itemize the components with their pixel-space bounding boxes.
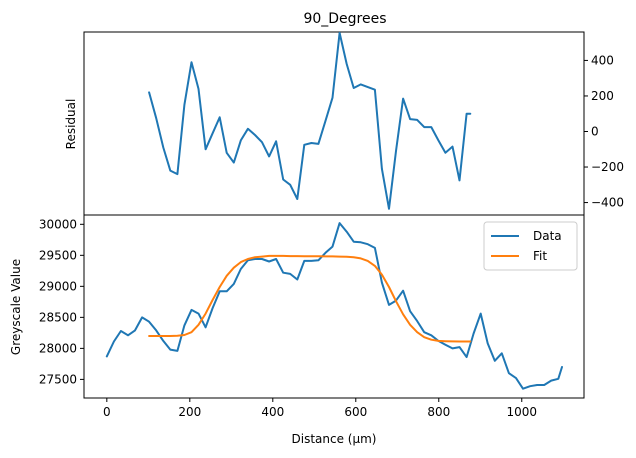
residual-y-tick-label: 400 <box>591 53 614 67</box>
residual-y-tick-label: −400 <box>591 196 624 210</box>
distance-x-tick-label: 1000 <box>506 405 537 419</box>
greyscale-y-tick-label: 27500 <box>39 372 77 386</box>
distance-x-tick-label: 0 <box>103 405 111 419</box>
greyscale-plot-frame <box>83 214 585 399</box>
distance-x-tick-label: 400 <box>261 405 284 419</box>
legend-fit-label: Fit <box>533 249 547 263</box>
residual-y-tick-label: 200 <box>591 89 614 103</box>
greyscale-y-tick-label: 30000 <box>39 217 77 231</box>
distance-x-ticks: 0 200 400 600 800 1000 <box>103 398 537 419</box>
legend-frame <box>483 221 578 271</box>
distance-x-tick-label: 600 <box>344 405 367 419</box>
fit-series-line <box>148 254 472 343</box>
greyscale-y-tick-label: 28000 <box>39 341 77 355</box>
distance-x-axis-label: Distance (μm) <box>292 432 377 446</box>
greyscale-y-tick-label: 29500 <box>39 248 77 262</box>
greyscale-panel: 27500 28000 28500 29000 29500 30000 0 200 400 60… <box>39 214 585 419</box>
greyscale-y-tick-label: 28500 <box>39 310 77 324</box>
distance-x-tick-label: 200 <box>178 405 201 419</box>
data-series-line <box>105 222 563 390</box>
legend-data-label: Data <box>533 229 562 243</box>
chart-title: 90_Degrees <box>303 11 386 27</box>
residual-y-tick-label: −200 <box>591 160 624 174</box>
distance-x-tick-label: 800 <box>427 405 450 419</box>
residual-y-tick-label: 0 <box>591 124 599 138</box>
residual-line <box>148 31 472 210</box>
greyscale-y-tick-label: 29000 <box>39 279 77 293</box>
legend: Data Fit <box>483 221 578 271</box>
greyscale-y-axis-label: Greyscale Value <box>9 259 23 355</box>
greyscale-y-ticks: 27500 28000 28500 29000 29500 30000 <box>39 217 84 386</box>
residual-y-axis-label: Residual <box>64 99 78 150</box>
residual-y-ticks: −400 −200 0 200 400 <box>584 53 624 210</box>
